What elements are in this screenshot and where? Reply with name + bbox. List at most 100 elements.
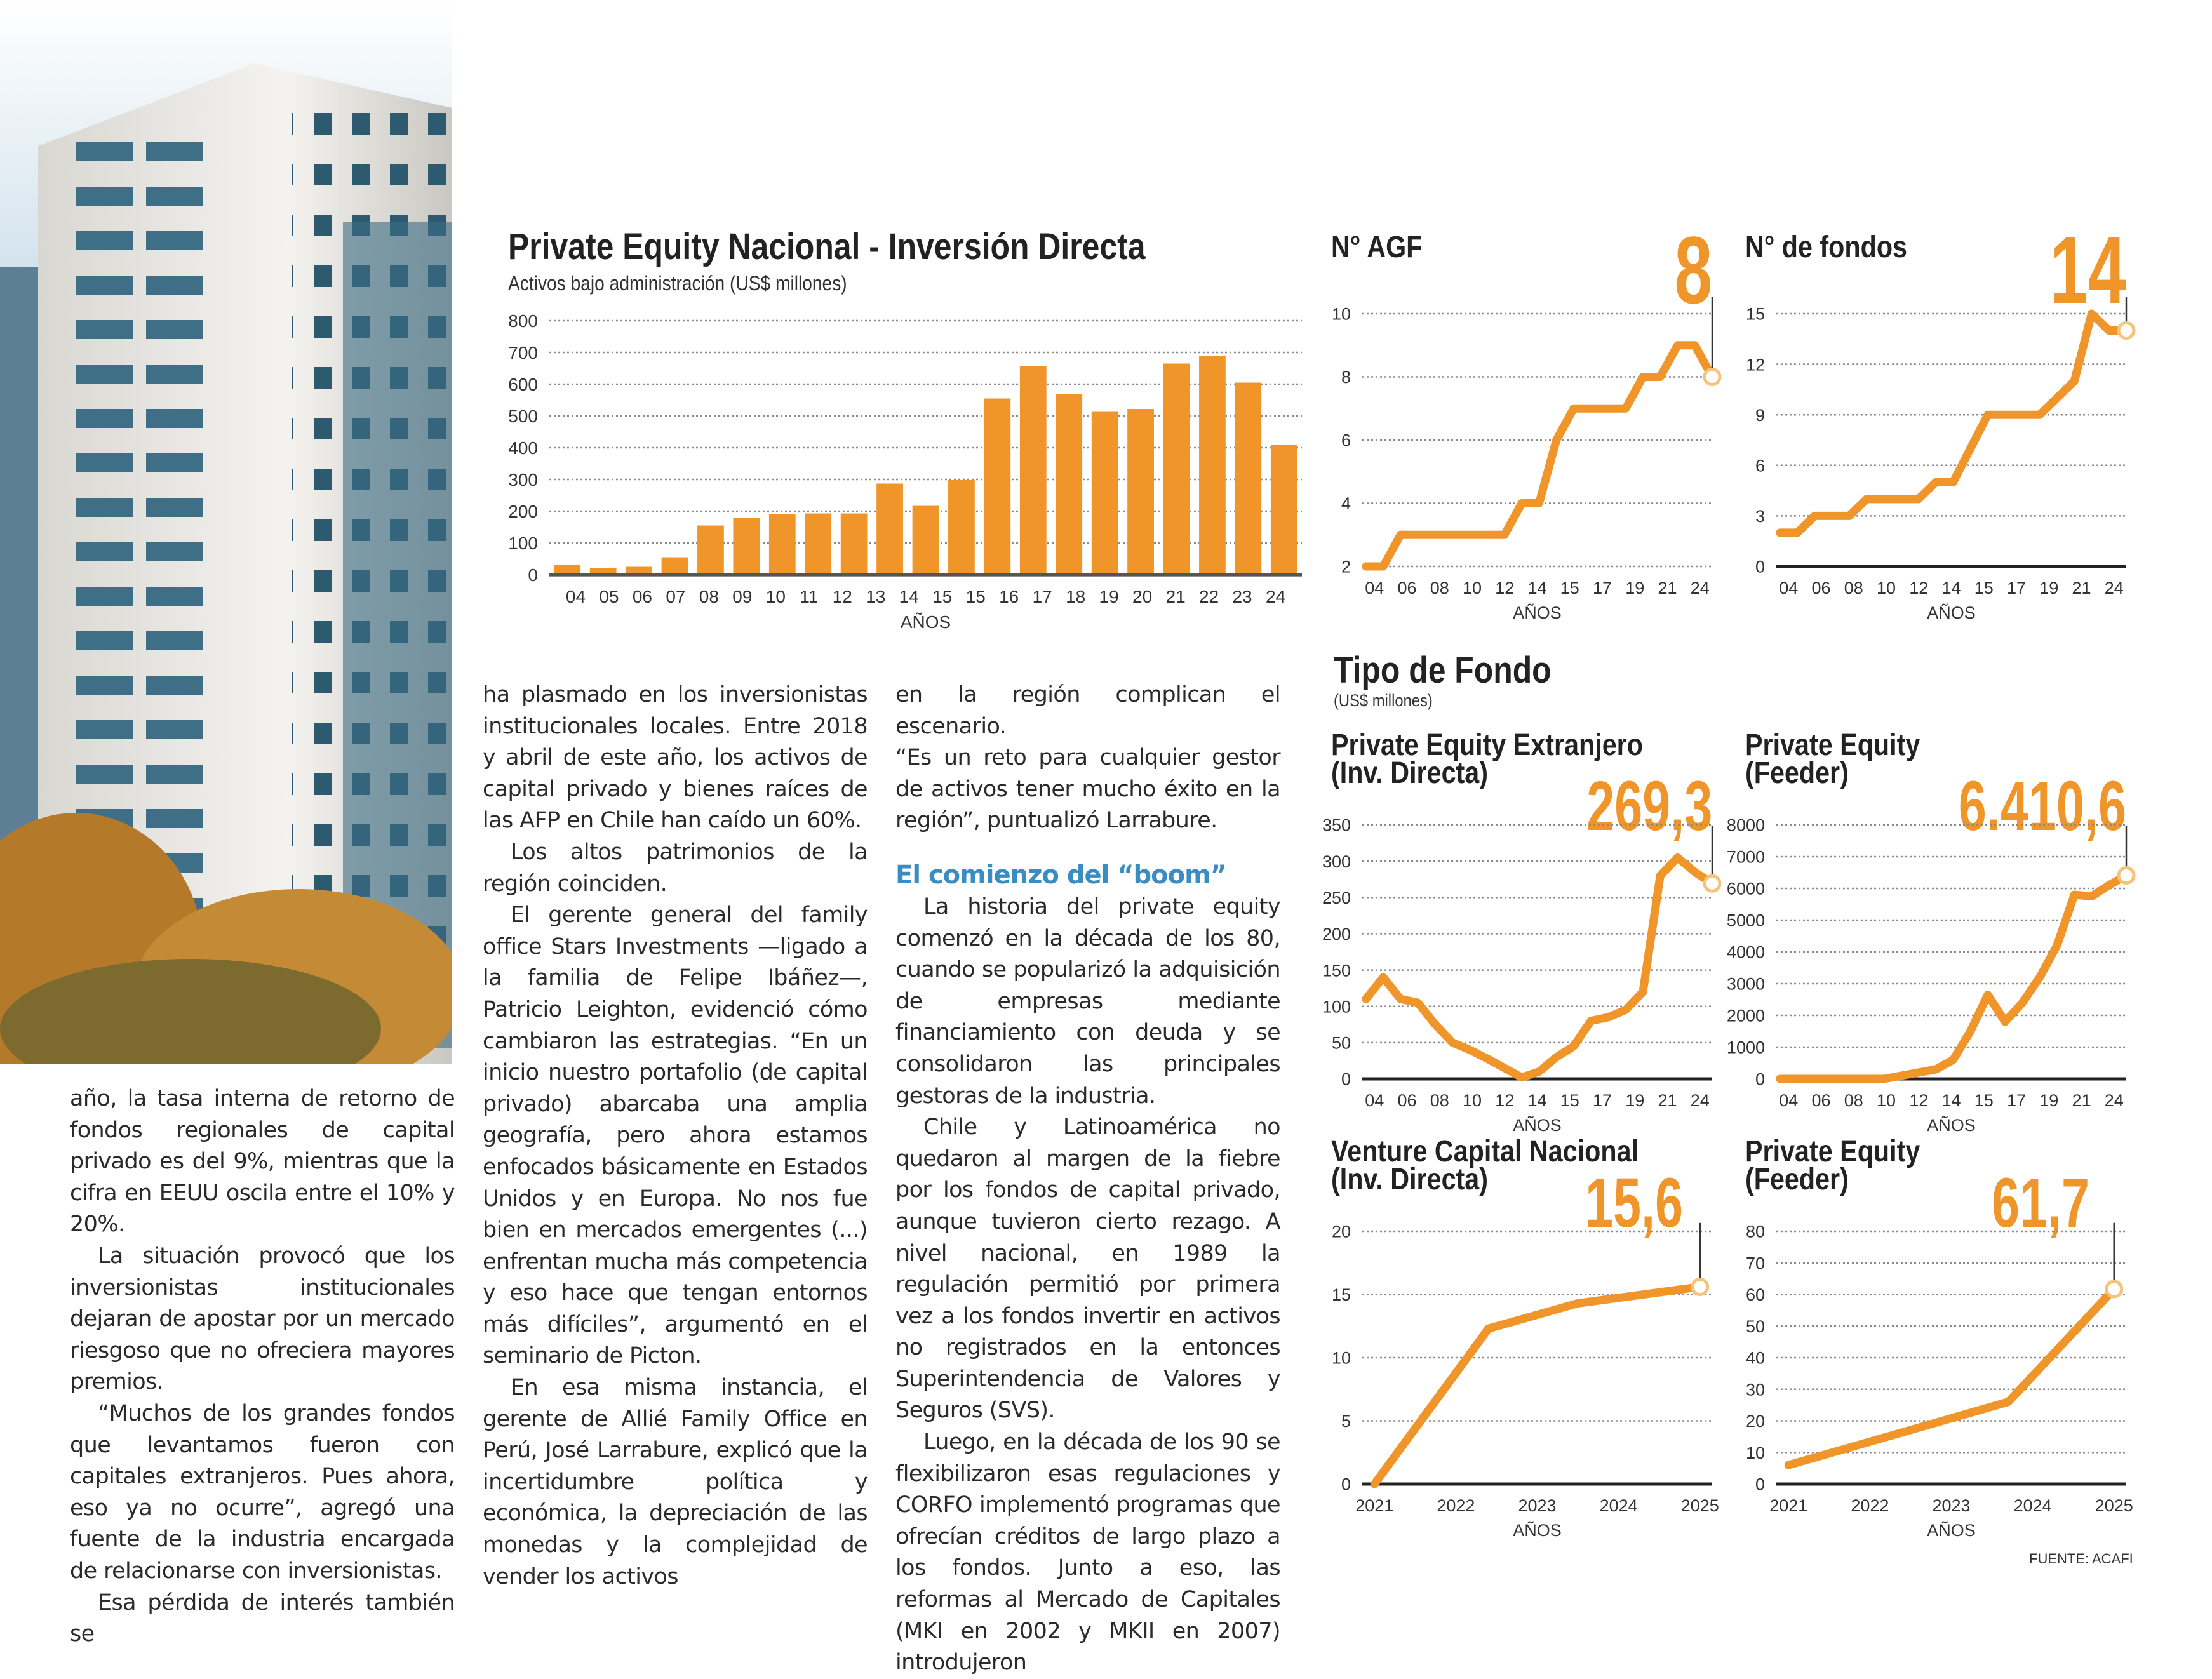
series-line [1362, 853, 1717, 1082]
y-tick-label: 2000 [1727, 1007, 1765, 1026]
y-tick-label: 350 [1322, 816, 1351, 835]
y-tick-label: 8000 [1727, 816, 1765, 835]
building-icon [0, 0, 452, 1064]
x-axis-title: AÑOS [1513, 1115, 1562, 1135]
x-tick-label: 24 [1691, 579, 1710, 598]
x-tick-label: 2023 [1518, 1496, 1556, 1515]
x-axis-title: AÑOS [1927, 1520, 1976, 1540]
y-tick-label: 3 [1755, 507, 1765, 526]
x-tick-label: 17 [1593, 1091, 1612, 1110]
bar [589, 568, 617, 575]
bar [1127, 409, 1154, 575]
x-tick-label: 2021 [1769, 1496, 1807, 1515]
y-tick-label: 3000 [1727, 975, 1765, 994]
x-tick-label: 04 [1779, 1091, 1798, 1110]
chart-title: Private Equity Extranjero (Inv. Directa) [1331, 730, 1643, 789]
x-tick-label: 12 [833, 587, 852, 606]
office-building-photo [0, 0, 452, 1064]
bar [1019, 366, 1047, 575]
bar [1163, 363, 1190, 575]
paragraph: “Es un reto para cualquier gestor de act… [895, 745, 1281, 834]
x-tick-label: 15 [1560, 579, 1579, 598]
bar [733, 518, 760, 575]
x-tick-label: 24 [1691, 1091, 1710, 1110]
y-tick-label: 4 [1341, 494, 1351, 513]
y-tick-label: 80 [1746, 1222, 1765, 1241]
x-tick-label: 21 [1658, 1091, 1677, 1110]
x-tick-label: 10 [1877, 579, 1896, 598]
chart-title-line: N° AGF [1331, 231, 1423, 264]
y-tick-label: 0 [1341, 1070, 1351, 1089]
y-tick-label: 60 [1746, 1285, 1765, 1304]
y-tick-label: 300 [508, 470, 538, 490]
paragraph: en la región complican el escenario. [895, 682, 1281, 739]
chart-title-line: (Feeder) [1745, 756, 1849, 790]
chart-title: Private Equity (Feeder) [1745, 730, 1920, 790]
series-line [1362, 341, 1717, 571]
x-tick-label: 04 [1365, 579, 1384, 598]
x-tick-label: 21 [1658, 579, 1677, 598]
bar [1235, 382, 1262, 575]
bar [768, 514, 796, 575]
x-tick-label: 09 [732, 587, 752, 606]
y-tick-label: 500 [508, 406, 538, 426]
paragraph: año, la tasa interna de retorno de fondo… [70, 1086, 455, 1238]
y-tick-label: 5000 [1727, 911, 1765, 930]
latest-point-marker [1703, 874, 1722, 893]
source-note: FUENTE: ACAFI [2029, 1551, 2133, 1567]
bar [876, 483, 903, 575]
x-tick-label: 15 [966, 587, 986, 606]
x-axis-title: AÑOS [901, 612, 951, 632]
x-axis-title: AÑOS [1927, 603, 1976, 622]
x-tick-label: 10 [1877, 1091, 1896, 1110]
x-tick-label: 13 [866, 587, 885, 606]
x-tick-label: 06 [633, 587, 652, 606]
x-tick-label: 08 [1430, 579, 1449, 598]
paragraph: La situación provocó que los inversionis… [70, 1243, 455, 1395]
series-line [1776, 309, 2131, 537]
x-tick-label: 07 [666, 587, 685, 606]
x-tick-label: 14 [899, 587, 919, 606]
y-tick-label: 50 [1332, 1034, 1351, 1053]
y-tick-label: 150 [1322, 961, 1351, 980]
y-tick-label: 400 [508, 438, 538, 458]
latest-point-marker [2117, 866, 2136, 885]
y-tick-label: 600 [508, 375, 538, 394]
x-tick-label: 08 [1430, 1091, 1449, 1110]
bar [984, 398, 1011, 575]
x-tick-label: 2024 [1600, 1496, 1638, 1515]
chart-title-line: Venture Capital Nacional [1331, 1135, 1639, 1168]
x-axis-title: AÑOS [1513, 1520, 1562, 1540]
y-tick-label: 0 [1755, 1475, 1765, 1494]
y-tick-label: 1000 [1727, 1038, 1765, 1057]
y-tick-label: 10 [1746, 1443, 1765, 1462]
tipo-de-fondo-title: Tipo de Fondo [1334, 650, 1552, 691]
paragraph: En esa misma instancia, el gerente de Al… [483, 1375, 868, 1589]
y-tick-label: 6 [1341, 431, 1351, 450]
y-tick-label: 100 [1322, 997, 1351, 1016]
x-tick-label: 12 [1909, 1091, 1928, 1110]
y-tick-label: 10 [1332, 305, 1351, 324]
chart-title: Venture Capital Nacional (Inv. Directa) [1331, 1135, 1639, 1196]
y-tick-label: 10 [1332, 1349, 1351, 1368]
x-tick-label: 05 [599, 587, 619, 606]
bar [554, 565, 581, 575]
chart-title-line: Private Equity [1745, 1135, 1920, 1168]
y-tick-label: 7000 [1727, 848, 1765, 867]
y-tick-label: 20 [1746, 1412, 1765, 1431]
paragraph: Chile y Latinoamérica no quedaron al mar… [895, 1114, 1281, 1424]
x-tick-label: 2025 [2095, 1496, 2133, 1515]
paragraph: Los altos patrimonios de la región coinc… [483, 839, 868, 897]
chart-title-line: (Inv. Directa) [1331, 1163, 1488, 1196]
x-tick-label: 2024 [2014, 1496, 2052, 1515]
y-tick-label: 6 [1755, 457, 1765, 476]
x-tick-label: 06 [1812, 1091, 1831, 1110]
bar [948, 480, 975, 575]
y-tick-label: 6000 [1727, 880, 1765, 899]
y-tick-label: 70 [1746, 1254, 1765, 1273]
y-tick-label: 8 [1341, 368, 1351, 387]
x-tick-label: 12 [1909, 579, 1928, 598]
x-tick-label: 12 [1495, 1091, 1514, 1110]
x-tick-label: 16 [999, 587, 1019, 606]
